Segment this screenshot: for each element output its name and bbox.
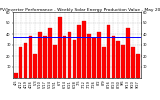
Bar xyxy=(87,34,91,78)
Bar xyxy=(131,47,135,78)
Bar xyxy=(77,25,81,78)
Bar xyxy=(19,47,22,78)
Title: Solar PV/Inverter Performance - Weekly Solar Energy Production Value - May 2021: Solar PV/Inverter Performance - Weekly S… xyxy=(0,8,160,12)
Bar xyxy=(63,36,66,78)
Bar xyxy=(126,28,130,78)
Bar xyxy=(28,36,32,78)
Bar xyxy=(58,18,62,78)
Bar xyxy=(24,43,27,78)
Bar xyxy=(33,54,37,78)
Bar xyxy=(14,72,18,78)
Bar xyxy=(82,21,86,78)
Bar xyxy=(116,41,120,78)
Bar xyxy=(68,32,71,78)
Bar xyxy=(121,45,125,78)
Bar xyxy=(136,54,140,78)
Bar xyxy=(38,32,42,78)
Bar xyxy=(102,47,105,78)
Bar xyxy=(92,38,96,78)
Bar xyxy=(53,45,57,78)
Bar xyxy=(72,40,76,78)
Bar xyxy=(107,25,110,78)
Bar xyxy=(112,36,115,78)
Bar xyxy=(97,32,101,78)
Bar xyxy=(48,28,52,78)
Bar xyxy=(43,36,47,78)
